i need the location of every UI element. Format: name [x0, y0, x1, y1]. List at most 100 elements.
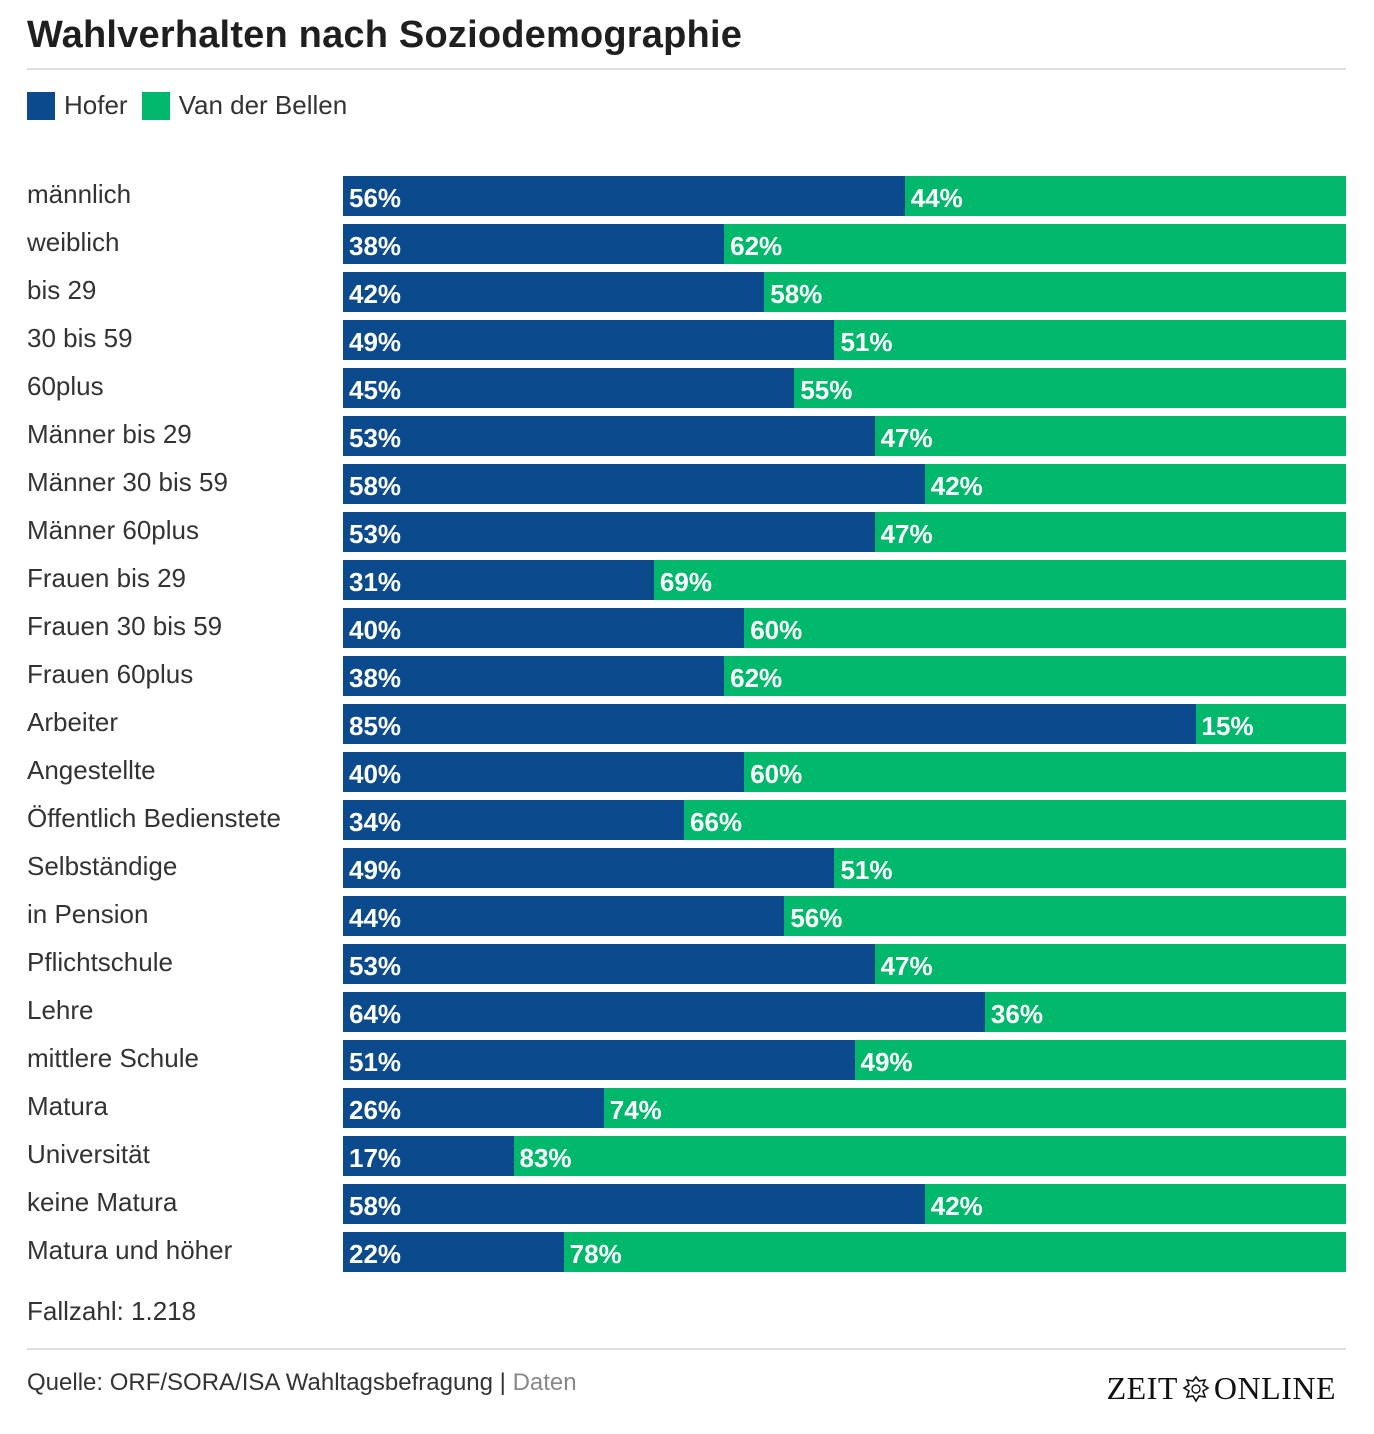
category-label: Pflichtschule — [27, 947, 173, 977]
bar-row: Universität 17% 83% — [27, 1136, 1346, 1176]
category-label: keine Matura — [27, 1187, 178, 1217]
legend-item-van-der-bellen[interactable]: Van der Bellen — [141, 90, 347, 121]
bar-segment-hofer[interactable]: 53% — [343, 944, 875, 984]
category-label: Matura und höher — [27, 1235, 233, 1265]
bar-segment-van-der-bellen[interactable]: 44% — [904, 176, 1346, 216]
data-label: 78% — [569, 1239, 622, 1269]
bar-row: männlich 56% 44% — [27, 176, 1346, 216]
bar-row: Matura 26% 74% — [27, 1088, 1346, 1128]
bar-segment-van-der-bellen[interactable]: 15% — [1195, 704, 1346, 744]
bar-segment-hofer[interactable]: 34% — [343, 800, 685, 840]
bar-segment-van-der-bellen[interactable]: 58% — [764, 272, 1346, 312]
category-label: Matura — [27, 1091, 108, 1121]
footer-divider — [27, 1348, 1346, 1350]
bar-segment-van-der-bellen[interactable]: 66% — [684, 800, 1346, 840]
source-line: Quelle: ORF/SORA/ISA Wahltagsbefragung |… — [27, 1369, 577, 1397]
stacked-bar: 51% 49% — [343, 1040, 1346, 1080]
bar-row: Arbeiter 85% 15% — [27, 704, 1346, 744]
bar-segment-hofer[interactable]: 40% — [343, 752, 745, 792]
category-label: Universität — [27, 1139, 150, 1169]
bar-segment-hofer[interactable]: 58% — [343, 1184, 925, 1224]
bar-segment-hofer[interactable]: 53% — [343, 512, 875, 552]
legend-label-hofer: Hofer — [64, 90, 128, 120]
bar-segment-hofer[interactable]: 53% — [343, 416, 875, 456]
data-label: 85% — [349, 711, 402, 741]
data-label: 53% — [349, 423, 402, 453]
stacked-bar: 40% 60% — [343, 752, 1346, 792]
bar-segment-van-der-bellen[interactable]: 60% — [744, 608, 1346, 648]
bar-segment-van-der-bellen[interactable]: 49% — [854, 1040, 1346, 1080]
data-label: 38% — [349, 663, 402, 693]
bar-row: weiblich 38% 62% — [27, 224, 1346, 264]
logo-text-zeit: ZEIT — [1106, 1370, 1178, 1406]
bar-segment-hofer[interactable]: 49% — [343, 320, 835, 360]
bar-segment-van-der-bellen[interactable]: 51% — [834, 320, 1346, 360]
bar-segment-hofer[interactable]: 45% — [343, 368, 795, 408]
data-label: 58% — [770, 279, 823, 309]
data-label: 26% — [349, 1095, 402, 1125]
data-label: 40% — [349, 615, 402, 645]
bar-segment-hofer[interactable]: 49% — [343, 848, 835, 888]
bar-segment-van-der-bellen[interactable]: 51% — [834, 848, 1346, 888]
bar-segment-hofer[interactable]: 56% — [343, 176, 905, 216]
stacked-bar: 34% 66% — [343, 800, 1346, 840]
data-label: 55% — [800, 375, 853, 405]
bar-row: Lehre 64% 36% — [27, 992, 1346, 1032]
bar-segment-van-der-bellen[interactable]: 83% — [513, 1136, 1346, 1176]
data-label: 42% — [349, 279, 402, 309]
bar-segment-van-der-bellen[interactable]: 62% — [724, 224, 1346, 264]
category-label: bis 29 — [27, 275, 97, 305]
legend-item-hofer[interactable]: Hofer — [27, 90, 128, 121]
bar-segment-van-der-bellen[interactable]: 56% — [784, 896, 1346, 936]
bar-segment-hofer[interactable]: 51% — [343, 1040, 855, 1080]
category-label: Angestellte — [27, 755, 156, 785]
category-label: Frauen 60plus — [27, 659, 194, 689]
bar-segment-hofer[interactable]: 17% — [343, 1136, 514, 1176]
data-label: 45% — [349, 375, 402, 405]
data-link[interactable]: Daten — [512, 1369, 577, 1396]
data-label: 60% — [750, 759, 803, 789]
data-label: 49% — [860, 1047, 913, 1077]
bar-segment-van-der-bellen[interactable]: 47% — [874, 416, 1346, 456]
data-label: 64% — [349, 999, 402, 1029]
legend: Hofer Van der Bellen — [27, 90, 361, 121]
bar-row: Angestellte 40% 60% — [27, 752, 1346, 792]
legend-swatch-van-der-bellen — [141, 91, 170, 120]
bar-segment-van-der-bellen[interactable]: 62% — [724, 656, 1346, 696]
title-divider — [27, 68, 1346, 70]
category-label: in Pension — [27, 899, 149, 929]
stacked-bar: 53% 47% — [343, 416, 1346, 456]
stacked-bar: 49% 51% — [343, 320, 1346, 360]
bar-segment-van-der-bellen[interactable]: 74% — [603, 1088, 1346, 1128]
bar-segment-hofer[interactable]: 38% — [343, 224, 725, 264]
bar-segment-van-der-bellen[interactable]: 78% — [563, 1232, 1346, 1272]
stacked-bar: 38% 62% — [343, 224, 1346, 264]
bar-segment-hofer[interactable]: 40% — [343, 608, 745, 648]
bar-segment-van-der-bellen[interactable]: 42% — [924, 1184, 1346, 1224]
bar-segment-hofer[interactable]: 42% — [343, 272, 765, 312]
bar-segment-hofer[interactable]: 31% — [343, 560, 654, 600]
bar-segment-van-der-bellen[interactable]: 47% — [874, 944, 1346, 984]
data-label: 44% — [910, 183, 963, 213]
bar-segment-hofer[interactable]: 22% — [343, 1232, 564, 1272]
zeit-online-logo[interactable]: ZEIT ONLINE — [1107, 1370, 1336, 1407]
stacked-bar: 58% 42% — [343, 464, 1346, 504]
bar-segment-van-der-bellen[interactable]: 42% — [924, 464, 1346, 504]
bar-segment-hofer[interactable]: 85% — [343, 704, 1196, 744]
bar-row: Frauen bis 29 31% 69% — [27, 560, 1346, 600]
bar-segment-hofer[interactable]: 44% — [343, 896, 785, 936]
bar-segment-hofer[interactable]: 38% — [343, 656, 725, 696]
stacked-bar: 26% 74% — [343, 1088, 1346, 1128]
bar-segment-van-der-bellen[interactable]: 69% — [653, 560, 1346, 600]
data-label: 22% — [349, 1239, 402, 1269]
bar-segment-hofer[interactable]: 58% — [343, 464, 925, 504]
bar-segment-hofer[interactable]: 64% — [343, 992, 985, 1032]
logo-text-online: ONLINE — [1213, 1370, 1336, 1406]
bar-segment-van-der-bellen[interactable]: 47% — [874, 512, 1346, 552]
data-label: 53% — [349, 951, 402, 981]
bar-segment-van-der-bellen[interactable]: 60% — [744, 752, 1346, 792]
bar-segment-van-der-bellen[interactable]: 55% — [794, 368, 1346, 408]
bar-segment-van-der-bellen[interactable]: 36% — [984, 992, 1346, 1032]
data-label: 47% — [880, 423, 933, 453]
bar-segment-hofer[interactable]: 26% — [343, 1088, 604, 1128]
